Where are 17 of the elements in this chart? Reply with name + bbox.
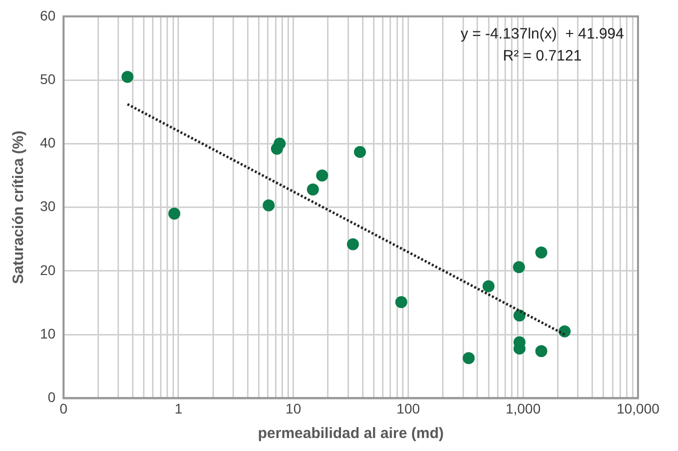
y-axis-title: Saturación crítica (%) — [10, 130, 28, 284]
x-tick-label: 1,000 — [506, 400, 541, 416]
x-axis-title: permeabilidad al aire (md) — [258, 425, 444, 442]
y-tick-label: 20 — [40, 262, 56, 278]
y-tick-label: 60 — [40, 7, 56, 24]
annotation: R² = 0.7121 — [502, 47, 582, 64]
y-tick-label: 30 — [40, 198, 56, 214]
y-tick-label: 50 — [40, 70, 56, 87]
y-tick-label: 40 — [40, 134, 56, 151]
x-tick-label: 10,000 — [616, 400, 660, 416]
x-tick-label: 0 — [60, 400, 68, 416]
y-tick-label: 10 — [40, 325, 56, 342]
x-tick-label: 1 — [174, 400, 183, 416]
annotation: y = -4.137ln(x) + 41.994 — [460, 25, 624, 42]
x-tick-label: 100 — [396, 400, 420, 416]
y-tick-label: 0 — [48, 389, 56, 406]
x-tick-label: 10 — [286, 400, 302, 416]
